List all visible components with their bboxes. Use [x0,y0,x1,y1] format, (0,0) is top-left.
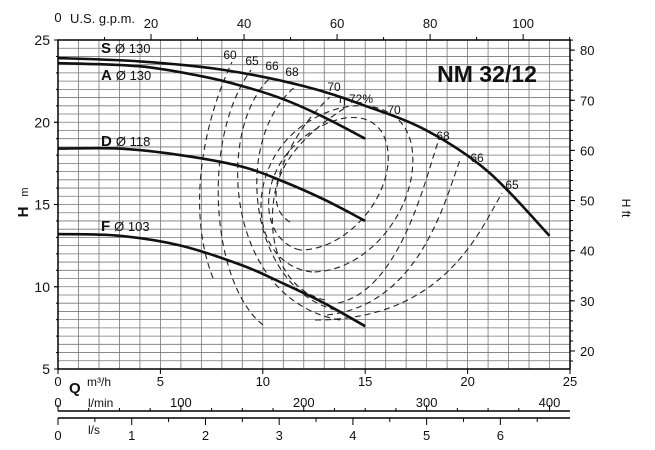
x-q-tick-label: 20 [460,374,474,389]
chart-title: NM 32/12 [437,61,537,87]
efficiency-label: 65 [245,54,259,68]
y-right-ticks: 20 30 40 50 60 70 80 [570,39,594,362]
efficiency-label: 66 [470,151,484,165]
efficiency-label: 66 [265,59,279,73]
y-right-tick-label: 40 [580,244,594,259]
x-ls-tick-label: 3 [276,428,283,443]
y-left-tick-label: 25 [34,32,50,48]
x-q-ticks: 0 5 10 15 20 25 [54,369,577,389]
x-lmin-tick-label: 0 [54,395,61,410]
x-ls-tick-label: 1 [128,428,135,443]
x-lmin-tick-label: 300 [416,395,438,410]
x-lmin-tick-label: 200 [293,395,315,410]
y-right-tick-label: 80 [580,43,594,58]
series-label-a: A Ø 130 [101,67,151,84]
head-curve-f [57,232,366,328]
y-right-tick-label: 20 [580,344,594,359]
y-left-tick-label: 20 [34,114,50,130]
x-ls-tick-label: 5 [423,428,430,443]
x-q-tick-label: 0 [54,374,61,389]
x-q-axis-letter: Q [69,380,81,397]
y-left-axis-letter: H [15,207,32,218]
x-lmin-ticks: 0 100 200 300 400 [54,395,560,411]
y-left-tick-label: 5 [42,361,50,377]
efficiency-curve [314,192,503,321]
y-right-tick-label: 60 [580,143,594,158]
y-left-ticks: 5 10 15 20 25 [34,32,58,377]
x-top-tick-label: 40 [237,16,251,31]
head-curve-a [57,61,366,140]
y-right-tick-label: 70 [580,93,594,108]
head-curve-s [57,56,551,237]
y-left-tick-label: 15 [34,197,50,213]
y-left-axis-unit: m [19,187,31,196]
x-top-axis-label: U.S. g.p.m. [70,11,135,26]
x-top-tick-label: 0 [54,10,61,25]
series-name: F [101,218,110,235]
x-lmin-tick-label: 100 [170,395,192,410]
efficiency-label: 68 [285,65,299,79]
efficiency-label: 70 [327,80,341,94]
x-q-tick-label: 25 [563,374,577,389]
head-curve-d [57,146,366,223]
efficiency-label: 68 [436,129,450,143]
x-ls-tick-label: 4 [349,428,356,443]
y-right-tick-label: 50 [580,194,594,209]
efficiency-curve [271,96,331,301]
x-q-tick-label: 10 [256,374,270,389]
series-name: A [101,67,112,84]
y-left-tick-label: 10 [34,279,50,295]
head-curves [57,56,551,328]
x-top-tick-label: 80 [423,16,437,31]
series-name: S [101,40,111,57]
x-ls-tick-label: 6 [497,428,504,443]
x-lmin-axis-label: l/min [88,396,113,410]
x-top-ticks: 0 20 40 60 80 100 [54,10,571,40]
x-top-tick-label: 20 [144,16,158,31]
y-right-axis-label: H ft [619,199,633,218]
x-ls-axis-label: l/s [88,423,100,437]
series-diameter: Ø 130 [116,68,151,83]
efficiency-curve [337,141,439,304]
series-label-s: S Ø 130 [101,40,150,57]
series-diameter: Ø 130 [115,41,150,56]
series-label-d: D Ø 118 [101,133,150,150]
efficiency-curve [326,159,461,316]
x-ls-ticks: 0 1 2 3 4 5 6 [54,418,538,443]
x-ls-tick-label: 2 [202,428,209,443]
x-ls-tick-label: 0 [54,428,61,443]
x-top-tick-label: 100 [512,16,534,31]
series-label-f: F Ø 103 [101,218,150,235]
x-q-tick-label: 5 [157,374,164,389]
efficiency-curve [275,107,346,223]
efficiency-curve [237,77,341,321]
series-name: D [101,133,112,150]
x-q-tick-label: 15 [358,374,372,389]
series-diameter: Ø 118 [116,134,150,149]
efficiency-curve [256,85,337,311]
x-top-tick-label: 60 [330,16,344,31]
efficiency-label: 70 [387,103,401,117]
x-lmin-tick-label: 400 [539,395,561,410]
series-diameter: Ø 103 [114,219,149,234]
efficiency-label: 65 [505,178,519,192]
efficiency-label: η 72% [339,92,373,106]
y-right-tick-label: 30 [580,294,594,309]
x-q-axis-unit: m³/h [87,375,111,389]
efficiency-label: 60 [223,48,237,62]
